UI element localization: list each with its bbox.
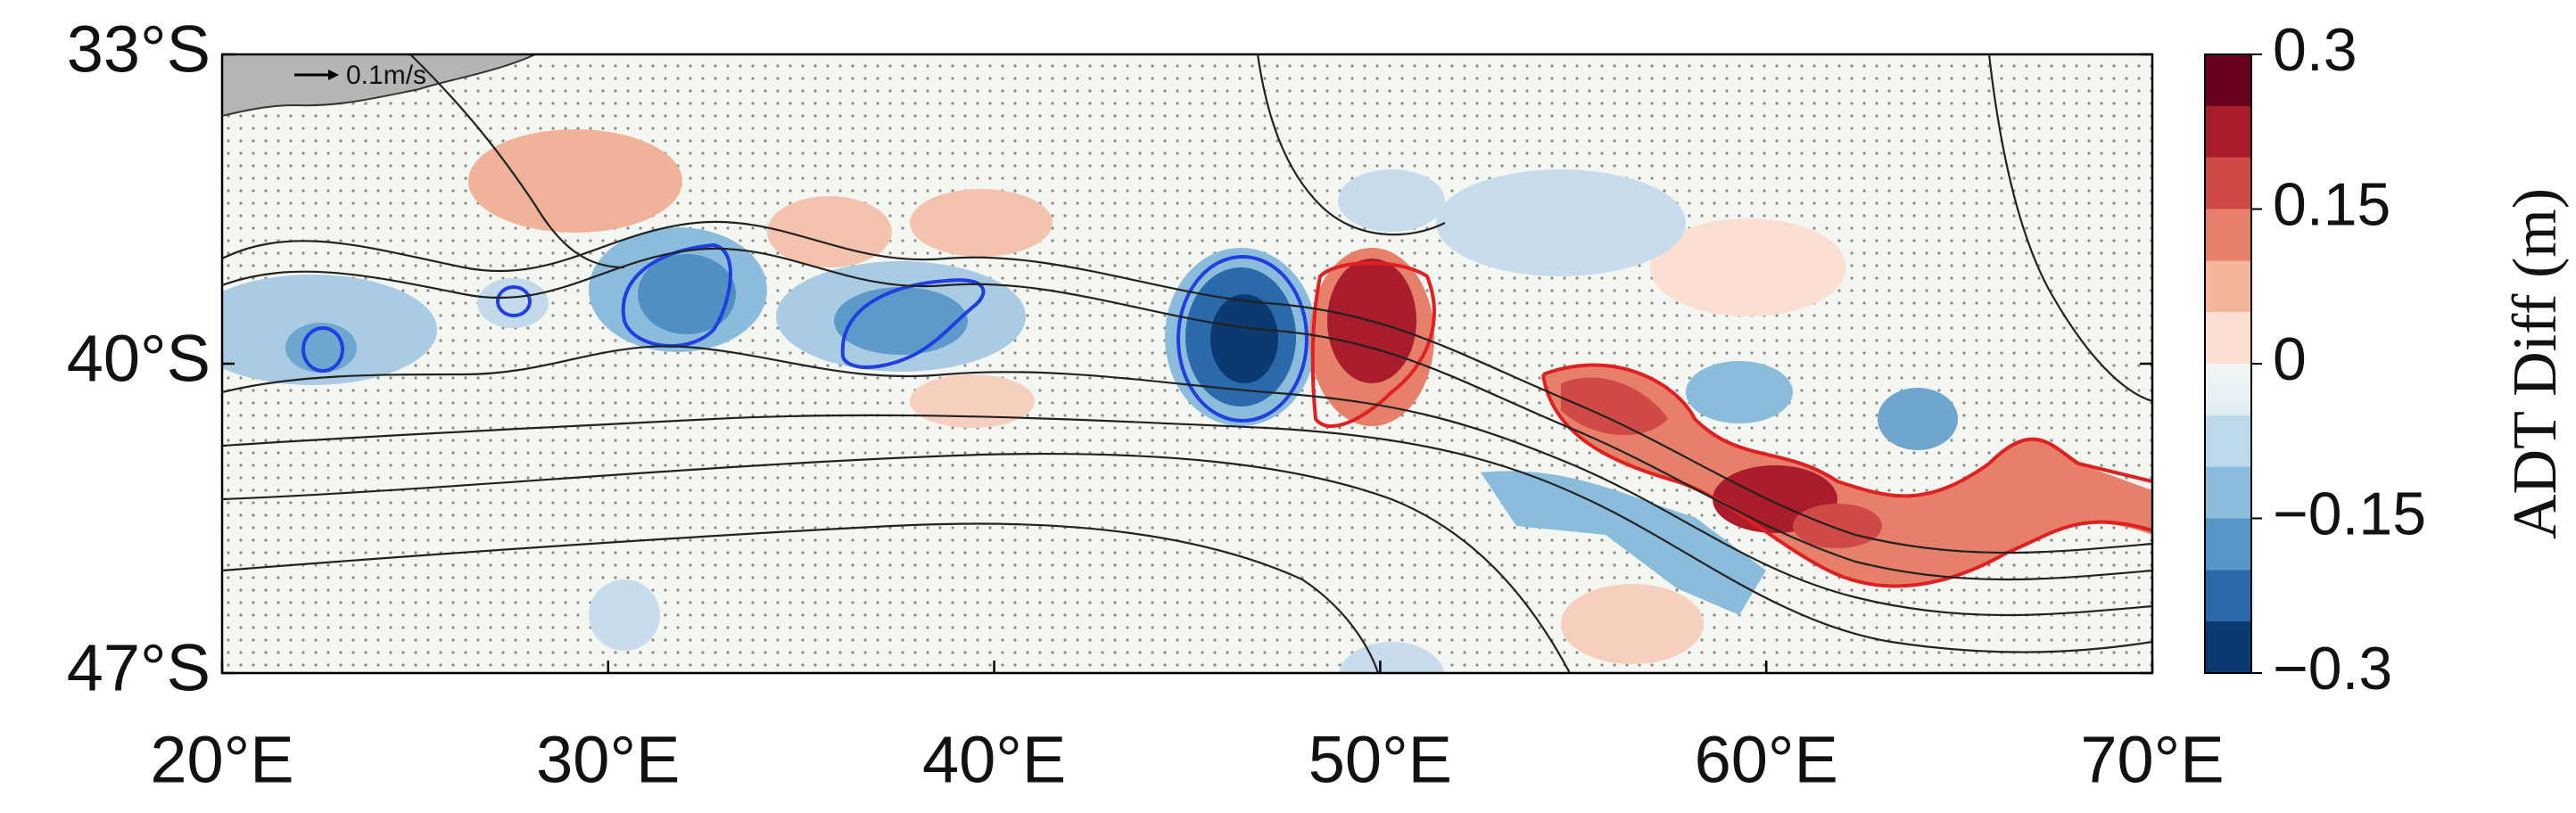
scale-arrow-label: 0.1m/s: [346, 61, 426, 90]
x-tick-label: 40°E: [922, 723, 1066, 797]
x-tick-label: 50°E: [1309, 723, 1452, 797]
colorbar-tick-label: 0.3: [2273, 16, 2357, 84]
colorbar-title: ADT Diff (m): [2501, 188, 2570, 539]
y-tick-label: 40°S: [67, 322, 211, 396]
colorbar-tick-label: −0.3: [2273, 635, 2392, 702]
colorbar-tick-label: −0.15: [2273, 480, 2426, 547]
x-tick-label: 20°E: [150, 723, 293, 797]
x-tick-label: 70°E: [2080, 723, 2224, 797]
y-tick-label: 33°S: [67, 12, 211, 86]
x-tick-label: 60°E: [1695, 723, 1838, 797]
colorbar-tick-label: 0: [2273, 325, 2307, 393]
x-tick-label: 30°E: [536, 723, 680, 797]
y-tick-label: 47°S: [67, 631, 211, 705]
map-field: [222, 54, 2152, 673]
colorbar: [2204, 53, 2252, 674]
colorbar-tick-label: 0.15: [2273, 170, 2390, 238]
scale-arrow-head: [328, 70, 339, 80]
